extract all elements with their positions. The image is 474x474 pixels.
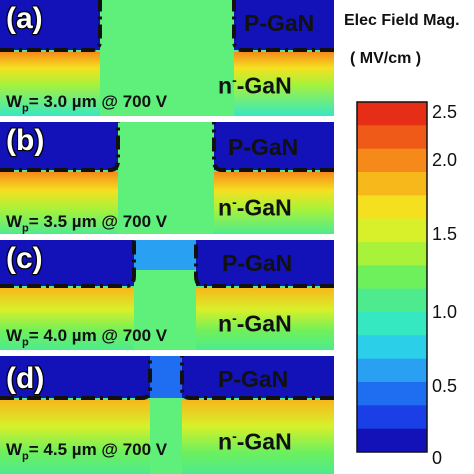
- panel-label: (c): [6, 242, 43, 275]
- wp-label: Wp= 4.5 µm @ 700 V: [6, 440, 168, 463]
- wp-label: Wp= 4.0 µm @ 700 V: [6, 326, 168, 349]
- colorbar-unit: ( MV/cm ): [350, 50, 422, 67]
- colorbar-band: [357, 265, 427, 290]
- n-gan-label: n--GaN: [218, 428, 292, 455]
- p-gan-label: P-GaN: [222, 250, 293, 276]
- wp-label: Wp= 3.0 µm @ 700 V: [6, 92, 168, 115]
- colorbar-band: [357, 148, 427, 173]
- panel-label: (a): [6, 2, 43, 35]
- colorbar-tick: 2.0: [432, 150, 458, 170]
- colorbar-title: Elec Field Mag.: [344, 12, 460, 29]
- colorbar-tick: 0.5: [432, 376, 458, 396]
- colorbar-band: [357, 288, 427, 313]
- p-gan-label: P-GaN: [228, 134, 299, 160]
- colorbar-band: [357, 125, 427, 150]
- colorbar-band: [357, 242, 427, 266]
- colorbar-band: [357, 428, 427, 453]
- field-map-d: [0, 356, 334, 474]
- colorbar-tick: 1.5: [432, 224, 458, 244]
- panel-label: (b): [6, 124, 45, 157]
- wp-label: Wp= 3.5 µm @ 700 V: [6, 212, 168, 234]
- field-map-a: [0, 0, 334, 116]
- field-map-b: [0, 122, 334, 234]
- p-gan-label: P-GaN: [244, 10, 315, 36]
- n-gan-label: n--GaN: [218, 310, 292, 337]
- panel-label: (d): [6, 362, 45, 395]
- colorbar-tick: 1.0: [432, 302, 458, 322]
- panel-a: (a) P-GaN n--GaN Wp= 3.0 µm @ 700 V: [0, 0, 334, 116]
- colorbar-band: [357, 102, 427, 126]
- colorbar-band: [357, 358, 427, 383]
- colorbar-band: [357, 382, 427, 406]
- panel-c: (c) P-GaN n--GaN Wp= 4.0 µm @ 700 V: [0, 240, 334, 350]
- colorbar-band: [357, 218, 427, 243]
- p-gan-label: P-GaN: [218, 366, 289, 392]
- field-map-c: [0, 240, 334, 350]
- colorbar-band: [357, 312, 427, 336]
- n-gan-label: n--GaN: [218, 72, 292, 99]
- colorbar-band: [357, 172, 427, 196]
- colorbar-border: [356, 101, 428, 453]
- colorbar-tick: 0: [432, 448, 443, 468]
- panel-d: (d) P-GaN n--GaN Wp= 4.5 µm @ 700 V: [0, 356, 334, 474]
- colorbar-band: [357, 195, 427, 220]
- colorbar-band: [357, 405, 427, 430]
- colorbar-tick: 2.5: [432, 102, 458, 122]
- n-gan-label: n--GaN: [218, 194, 292, 221]
- colorbar: [356, 101, 428, 453]
- panel-b: (b) P-GaN n--GaN Wp= 3.5 µm @ 700 V: [0, 122, 334, 234]
- colorbar-band: [357, 335, 427, 360]
